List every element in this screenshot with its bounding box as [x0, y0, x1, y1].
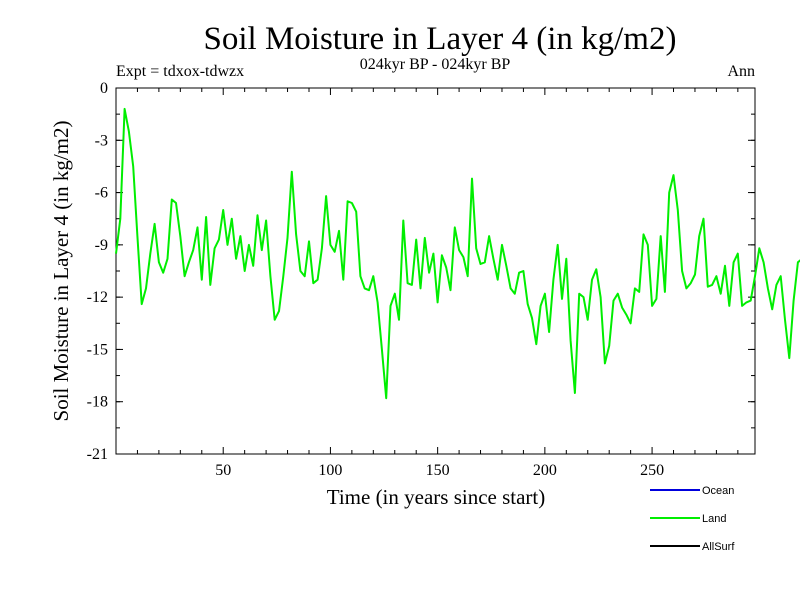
period-label: Ann — [727, 63, 755, 80]
y-tick-label: -21 — [87, 446, 108, 463]
y-tick-label: -6 — [95, 185, 108, 202]
x-axis-label: Time (in years since start) — [327, 485, 546, 509]
legend-label-ocean: Ocean — [702, 485, 734, 497]
legend-label-allsurf: AllSurf — [702, 541, 735, 553]
y-tick-label: -18 — [87, 394, 108, 411]
legend-label-land: Land — [702, 513, 726, 525]
x-tick-label: 150 — [426, 462, 450, 479]
x-tick-label: 250 — [640, 462, 664, 479]
y-tick-label: -15 — [87, 341, 108, 358]
y-tick-label: 0 — [100, 80, 108, 97]
y-axis: 0 -3 -6 -9 -12 -15 -18 -21 — [87, 80, 755, 463]
chart-subtitle: 024kyr BP - 024kyr BP — [360, 56, 511, 73]
chart-title: Soil Moisture in Layer 4 (in kg/m2) — [204, 21, 677, 57]
legend: Ocean Land AllSurf — [650, 485, 735, 553]
y-axis-label: Soil Moisture in Layer 4 (in kg/m2) — [49, 121, 73, 422]
experiment-label: Expt = tdxox-tdwzx — [116, 63, 244, 80]
x-tick-label: 200 — [533, 462, 557, 479]
y-tick-label: -3 — [95, 132, 108, 149]
x-axis: 50 100 150 200 250 — [136, 88, 739, 479]
x-tick-label: 50 — [215, 462, 231, 479]
x-tick-label: 100 — [318, 462, 342, 479]
y-tick-label: -9 — [95, 237, 108, 254]
series-line-land — [115, 107, 800, 400]
series-lines — [115, 107, 800, 400]
y-tick-label: -12 — [87, 289, 108, 306]
